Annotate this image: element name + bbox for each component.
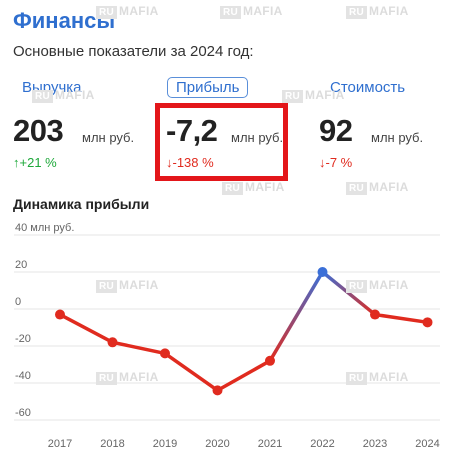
profit-chart: 40 млн руб. 20 0 -20 -40 -60 2017 2018 2019 2020 2… xyxy=(14,222,440,450)
watermark: RU MAFIA xyxy=(96,4,159,19)
y-tick-label: 20 xyxy=(15,259,27,271)
watermark: RU MAFIA xyxy=(346,180,409,195)
revenue-value: 203 xyxy=(13,113,64,148)
data-point xyxy=(55,309,65,320)
page-subtitle: Основные показатели за 2024 год: xyxy=(13,43,254,60)
series-line-segment xyxy=(215,359,272,393)
series-line-segment xyxy=(110,340,167,356)
chart-title: Динамика прибыли xyxy=(13,196,150,212)
watermark: RU MAFIA xyxy=(282,88,345,103)
x-tick-label: 2019 xyxy=(153,438,177,450)
y-tick-label: -60 xyxy=(15,407,31,419)
x-tick-label: 2024 xyxy=(415,438,439,450)
valuation-change: ↓-7 % xyxy=(319,155,353,170)
y-tick-label: 40 млн руб. xyxy=(15,222,74,234)
y-tick-label: -20 xyxy=(15,333,31,345)
data-point xyxy=(212,385,223,396)
series-line-segment xyxy=(268,270,325,363)
tab-profit[interactable]: Прибыль xyxy=(167,77,249,98)
watermark: RU MAFIA xyxy=(96,278,159,293)
watermark: RU MAFIA xyxy=(220,4,283,19)
tab-valuation[interactable]: Стоимость xyxy=(330,79,406,96)
data-point xyxy=(370,309,380,320)
x-tick-label: 2021 xyxy=(258,438,282,450)
y-tick-label: 0 xyxy=(15,296,21,308)
x-tick-label: 2022 xyxy=(310,438,334,450)
profit-unit: млн руб. xyxy=(231,130,284,145)
watermark: RU MAFIA xyxy=(222,180,285,195)
data-point xyxy=(265,355,275,366)
x-tick-label: 2017 xyxy=(48,438,72,450)
data-point xyxy=(422,317,433,328)
series-line-segment xyxy=(58,312,115,345)
revenue-unit: млн руб. xyxy=(82,130,135,145)
series-line-segment xyxy=(373,312,430,325)
data-point xyxy=(317,267,328,277)
watermark: RU MAFIA xyxy=(346,4,409,19)
valuation-value: 92 xyxy=(319,113,353,148)
y-tick-label: -40 xyxy=(15,370,31,382)
valuation-unit: млн руб. xyxy=(371,130,424,145)
data-point xyxy=(107,337,118,348)
profit-change: ↓-138 % xyxy=(166,155,214,170)
watermark: RU MAFIA xyxy=(346,370,409,385)
watermark: RU MAFIA xyxy=(32,88,95,103)
watermark: RU MAFIA xyxy=(96,370,159,385)
watermark: RU MAFIA xyxy=(346,278,409,293)
series-line-segment xyxy=(320,270,377,317)
profit-highlight-box xyxy=(155,103,288,181)
revenue-change: ↑+21 % xyxy=(13,155,57,170)
x-tick-label: 2018 xyxy=(100,438,124,450)
series-line-segment xyxy=(163,351,220,393)
profit-value: -7,2 xyxy=(166,113,218,148)
x-tick-label: 2020 xyxy=(205,438,229,450)
data-point xyxy=(160,348,170,359)
x-tick-label: 2023 xyxy=(363,438,387,450)
